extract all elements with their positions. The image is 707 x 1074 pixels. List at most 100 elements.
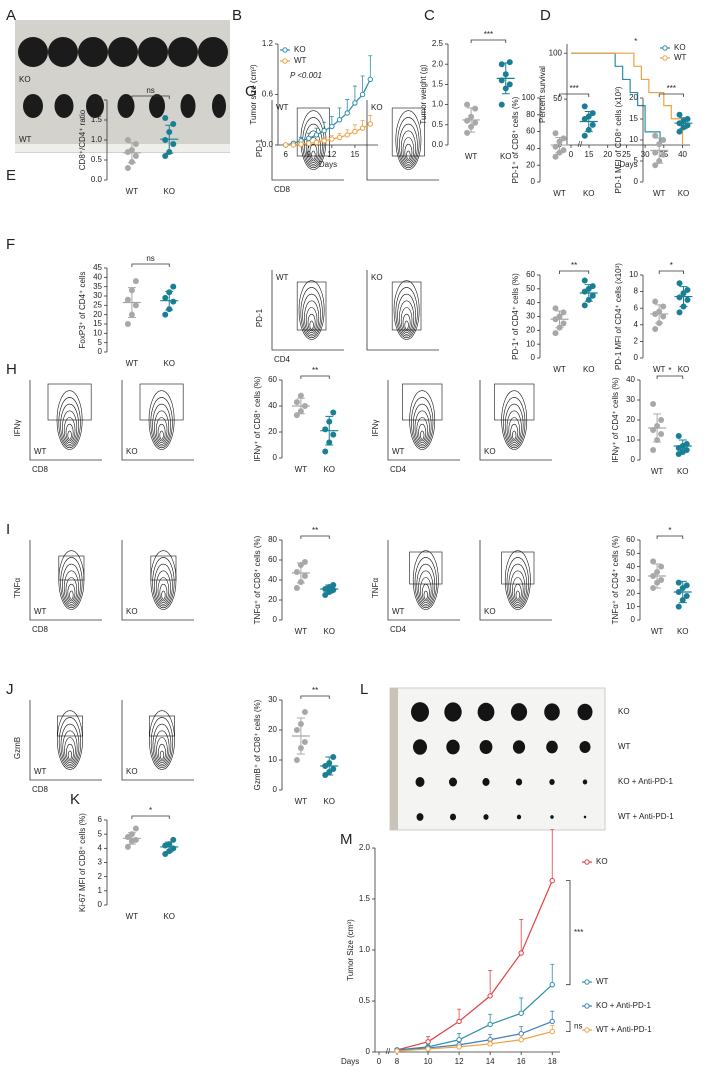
x-tick-label: KO — [678, 365, 690, 374]
flow-sample-label: WT — [34, 447, 47, 456]
x-tick-label: 16 — [517, 1057, 526, 1066]
legend-label: KO — [294, 45, 306, 54]
flow-y-label: TNFα — [13, 578, 22, 599]
y-tick-label: 0 — [531, 353, 536, 362]
sd-bar — [584, 110, 593, 133]
y-tick-label: 30 — [93, 291, 102, 300]
y-tick-label: 2.0 — [91, 95, 103, 104]
tumor — [212, 94, 226, 118]
contour — [512, 577, 524, 604]
y-tick-label: 50 — [526, 284, 535, 293]
y-axis-label: TNFα⁺ of CD4⁺ cells (%) — [611, 535, 620, 624]
data-point — [658, 563, 665, 570]
photo-label: KO — [19, 75, 31, 84]
data-point — [367, 121, 374, 127]
gate — [494, 383, 535, 421]
gate — [149, 715, 175, 737]
data-point — [549, 1018, 555, 1025]
data-point — [581, 302, 588, 309]
flow-sample-label: KO — [126, 607, 138, 616]
data-point — [506, 59, 513, 66]
flow-y-label: PD-1 — [255, 138, 264, 157]
contour — [159, 430, 164, 440]
flow-axes — [121, 700, 194, 781]
data-point — [560, 135, 567, 142]
data-point — [329, 123, 335, 130]
y-tick-label: 1.0 — [91, 135, 103, 144]
gate — [57, 715, 83, 737]
data-point — [589, 283, 596, 290]
data-point — [321, 127, 327, 134]
y-tick-label: 20 — [268, 725, 277, 734]
data-point — [344, 110, 350, 116]
data-point — [518, 1030, 524, 1037]
sd-bar — [325, 415, 334, 446]
y-tick-label: 2.0 — [359, 843, 371, 852]
y-tick-label: 40 — [626, 375, 635, 384]
data-point — [306, 140, 312, 147]
tumor — [180, 94, 196, 118]
x-tick-label: WT — [295, 465, 308, 474]
contour — [58, 550, 85, 610]
y-tick-label: 1.0 — [359, 945, 371, 954]
legend-label: KO — [596, 857, 608, 866]
error-bar — [488, 970, 493, 996]
y-tick-label: 0 — [531, 177, 536, 186]
flow-y-label: PD-1 — [255, 308, 264, 327]
contour — [397, 293, 416, 337]
data-point — [549, 877, 555, 884]
legend-marker — [662, 55, 668, 61]
data-point — [290, 142, 297, 148]
tumor — [577, 703, 593, 721]
data-point — [652, 162, 659, 169]
x-tick-label: WT — [126, 912, 139, 921]
contour — [69, 590, 74, 600]
survival-curve — [571, 52, 684, 145]
y-axis-label: PD-1⁺ of CD4⁺ cells (%) — [511, 273, 520, 360]
contour — [504, 550, 531, 610]
contour — [412, 403, 432, 447]
flow-axes — [29, 540, 102, 621]
sig-bracket — [300, 535, 330, 539]
contour — [409, 390, 436, 450]
significance: *** — [569, 84, 578, 93]
legend-label: KO + Anti-PD-1 — [596, 1001, 651, 1010]
y-tick-label: 0.5 — [359, 996, 371, 1005]
x-tick-label: 0 — [377, 1057, 382, 1066]
y-tick-label: 6 — [98, 815, 103, 824]
contour — [406, 150, 411, 160]
sd-bar — [555, 136, 564, 154]
contour — [159, 750, 165, 760]
photo-label: WT + Anti-PD-1 — [618, 812, 674, 821]
legend-marker — [584, 1027, 590, 1033]
tumor — [138, 37, 168, 67]
contour — [154, 730, 170, 765]
y-tick-label: 5 — [98, 338, 103, 347]
data-point — [684, 122, 691, 129]
legend-label: KO — [674, 43, 686, 52]
x-tick-label: WT — [126, 187, 139, 196]
y-tick-label: 100 — [522, 93, 536, 102]
y-tick-label: 60 — [526, 127, 535, 136]
contour — [150, 550, 177, 610]
tumor — [510, 703, 528, 721]
flow-axes — [366, 270, 439, 351]
gate — [47, 383, 92, 421]
data-point — [124, 296, 131, 303]
y-tick-label: 40 — [526, 298, 535, 307]
y-tick-label: 35 — [93, 282, 102, 291]
data-point — [313, 132, 320, 138]
gate — [391, 107, 425, 157]
data-point — [472, 105, 479, 112]
sd-bar — [296, 397, 305, 415]
contour — [307, 313, 316, 332]
error-bar — [368, 55, 373, 80]
data-point — [487, 1021, 493, 1028]
contour — [416, 563, 436, 607]
y-tick-label: 40 — [93, 272, 102, 281]
y-tick-label: 0 — [366, 1047, 371, 1056]
contour — [512, 430, 517, 440]
sd-bar — [679, 286, 688, 308]
contour — [311, 150, 316, 160]
sig-bracket — [470, 39, 507, 43]
